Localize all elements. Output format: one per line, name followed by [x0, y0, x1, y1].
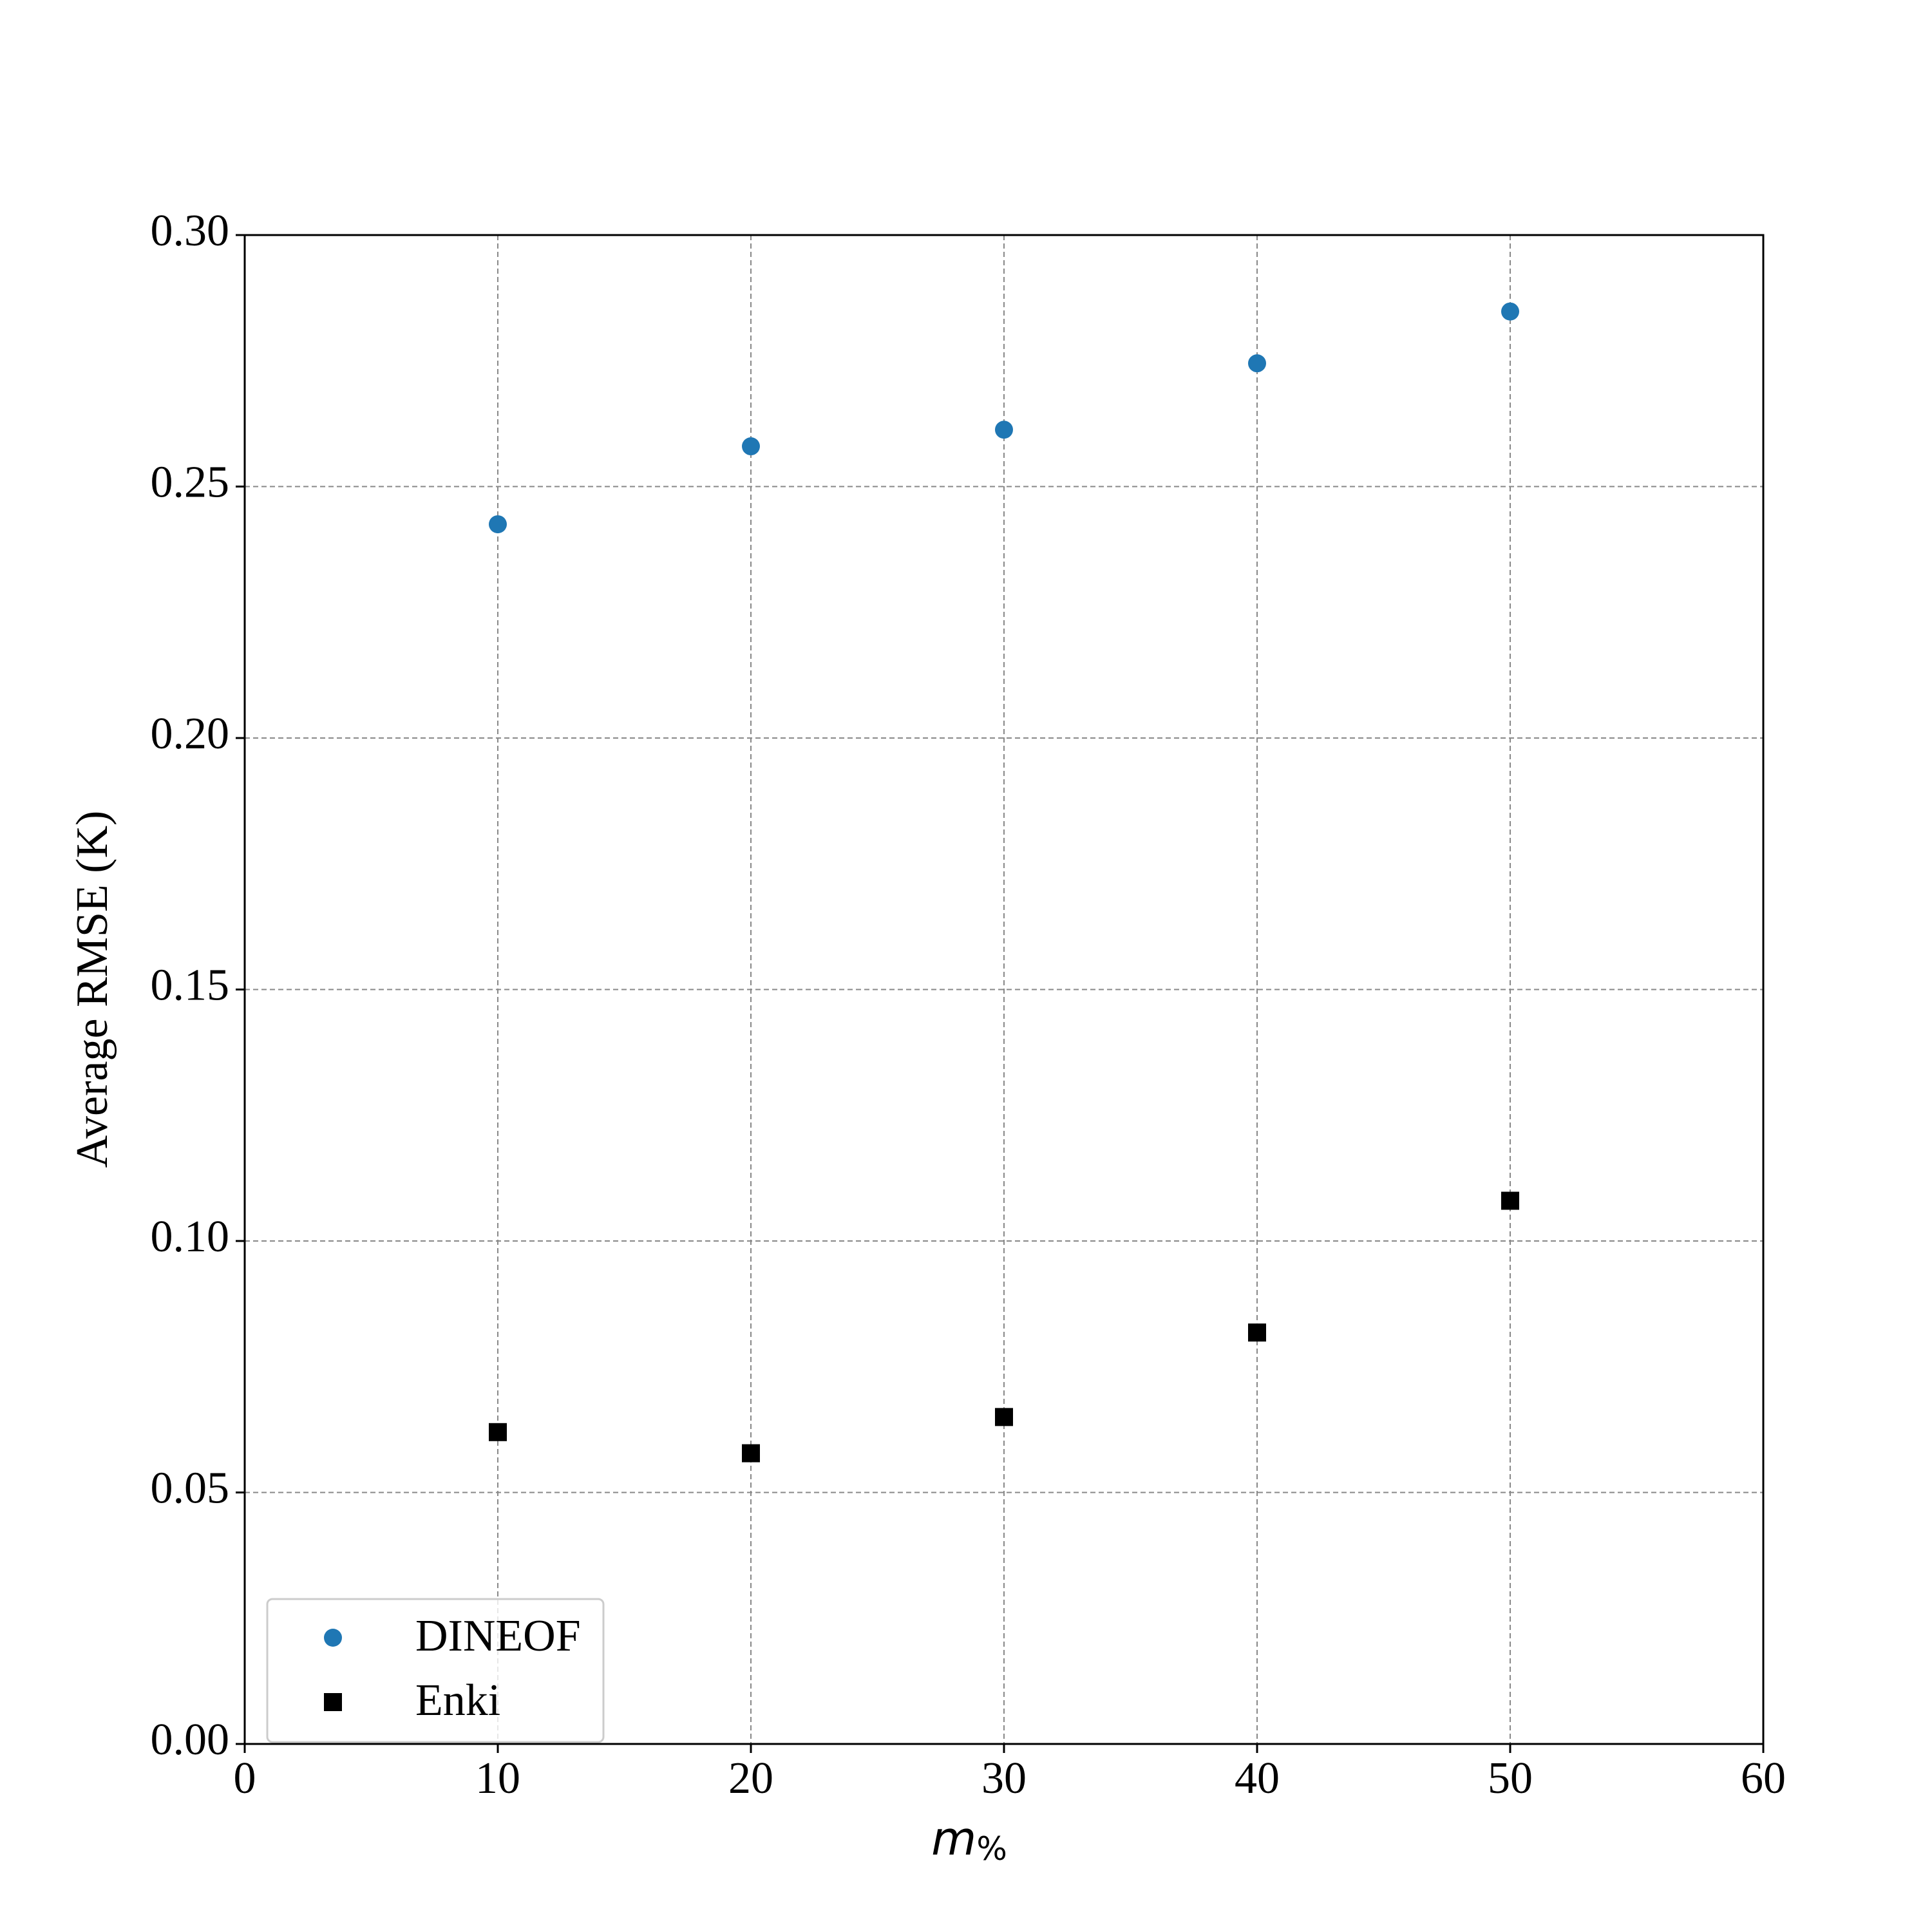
- legend-label: DINEOF: [415, 1611, 581, 1661]
- y-tick-label: 0.00: [151, 1715, 230, 1765]
- x-tick-label: 30: [981, 1754, 1027, 1803]
- marker-circle: [995, 421, 1013, 439]
- y-tick-label: 0.30: [151, 206, 230, 256]
- marker-square: [324, 1693, 342, 1711]
- marker-square: [1501, 1191, 1519, 1210]
- legend-label: Enki: [415, 1676, 500, 1725]
- x-tick-label: 10: [475, 1754, 520, 1803]
- plot-frame: [243, 234, 1765, 1745]
- marker-square: [995, 1408, 1013, 1426]
- legend-box: [266, 1598, 605, 1743]
- y-tick-label: 0.10: [151, 1212, 230, 1262]
- marker-square: [489, 1423, 507, 1441]
- marker-circle: [324, 1629, 342, 1647]
- x-label-main: m: [931, 1812, 976, 1866]
- marker-circle: [1248, 354, 1266, 373]
- marker-circle: [489, 515, 507, 534]
- marker-square: [1248, 1323, 1266, 1342]
- y-tick-label: 0.20: [151, 709, 230, 759]
- marker-square: [742, 1444, 760, 1463]
- x-tick-label: 0: [234, 1754, 256, 1803]
- x-label-sub: %: [976, 1830, 1007, 1868]
- x-tick-label: 20: [728, 1754, 773, 1803]
- marker-circle: [742, 437, 760, 456]
- y-tick-label: 0.15: [151, 961, 230, 1010]
- y-tick-label: 0.05: [151, 1464, 230, 1513]
- x-axis-label: m%: [931, 1812, 1007, 1868]
- x-tick-label: 60: [1741, 1754, 1786, 1803]
- y-axis-label: Average RMSE (K): [68, 811, 117, 1168]
- marker-circle: [1501, 302, 1519, 321]
- x-tick-label: 50: [1488, 1754, 1533, 1803]
- y-tick-label: 0.25: [151, 458, 230, 507]
- x-tick-label: 40: [1235, 1754, 1280, 1803]
